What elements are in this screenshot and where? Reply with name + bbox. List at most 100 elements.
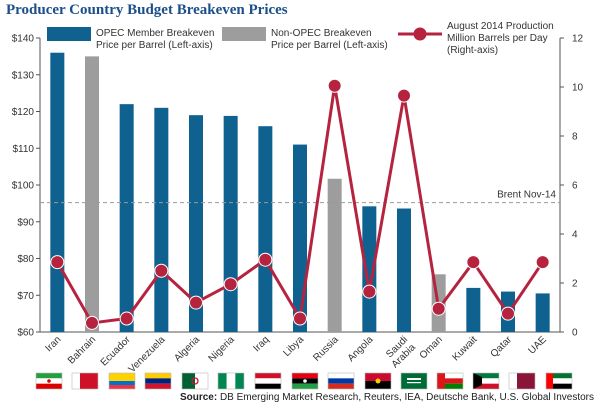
flag-hoist: [473, 373, 482, 389]
flag-nigeria: [217, 372, 245, 390]
x-label-iraq: Iraq: [251, 334, 271, 354]
x-label-libya: Libya: [281, 334, 306, 359]
left-tick-label: $80: [17, 254, 34, 265]
flag-stripe: [365, 373, 391, 381]
bar-kuwait: [466, 287, 481, 332]
flag-border: [400, 372, 428, 390]
x-label-uae: UAE: [526, 334, 549, 357]
left-tick-label: $110: [12, 144, 34, 155]
left-tick-label: $140: [12, 34, 35, 45]
flag-border: [254, 372, 282, 390]
x-label-oman: Oman: [418, 334, 445, 361]
flag-oman: [436, 372, 464, 390]
bar-saudi-arabia: [397, 208, 411, 332]
flag-border: [35, 372, 63, 390]
right-tick-label: 0: [572, 328, 578, 339]
legend: OPEC Member Breakeven Price per Barrel (L…: [47, 21, 554, 56]
flag-border: [436, 372, 464, 390]
x-label-ecuador: Ecuador: [99, 334, 134, 369]
flag-border: [71, 372, 99, 390]
point-russia: [327, 78, 342, 93]
flag-border: [545, 372, 573, 390]
flag-stripe: [437, 383, 463, 389]
x-label-kuwait: Kuwait: [450, 334, 479, 363]
legend-swatch-opec: [47, 27, 91, 41]
flag-emblem: [191, 377, 199, 385]
flag-stripe: [328, 383, 354, 389]
point-bahrain: [85, 315, 99, 330]
bar-angola: [362, 206, 377, 332]
flag-stripe: [36, 383, 62, 389]
flag-hoist: [72, 373, 80, 389]
flag-bahrain: [71, 372, 99, 390]
bar-nigeria: [223, 115, 238, 332]
left-tick-label: $120: [12, 107, 35, 118]
flag-hoist: [437, 373, 445, 389]
flag-border: [217, 372, 245, 390]
flag-stripe: [292, 373, 318, 379]
flag-border: [291, 372, 319, 390]
flag-stripe: [437, 373, 463, 379]
flag-stripe: [145, 378, 171, 384]
flag-border: [327, 372, 355, 390]
right-tick-label: 2: [572, 279, 578, 290]
flag-iran: [35, 372, 63, 390]
flag-emblem: [303, 379, 307, 383]
right-tick-label: 8: [572, 132, 578, 143]
brent-label: Brent Nov-14: [497, 190, 556, 201]
flag-qatar: [508, 372, 536, 390]
flag-venezuela: [144, 372, 172, 390]
point-algeria: [189, 295, 203, 310]
production-line: [50, 78, 550, 330]
flag-angola: [364, 372, 392, 390]
flag-stripe: [546, 378, 572, 384]
flag-stripe: [36, 373, 62, 379]
right-tick-label: 10: [572, 83, 584, 94]
left-tick-label: $70: [17, 291, 34, 302]
flag-stripe: [473, 373, 499, 379]
x-label-angola: Angola: [346, 334, 376, 364]
flag-russia: [327, 372, 355, 390]
flag-stripe: [437, 378, 463, 384]
bar-uae: [535, 293, 550, 332]
flag-hoist: [509, 373, 517, 389]
flag-stripe: [182, 373, 195, 389]
legend-label-1: OPEC Member Breakeven Price per Barrel (L…: [96, 28, 214, 51]
flag-emblem: [407, 382, 421, 384]
flag-border: [364, 372, 392, 390]
flag-algeria: [181, 372, 209, 390]
flag-stripe: [473, 378, 499, 384]
flag-stripe: [109, 373, 135, 381]
bar-libya: [293, 144, 307, 332]
flag-ecuador: [108, 372, 136, 390]
flag-libya: [291, 372, 319, 390]
bar-bahrain: [85, 56, 99, 332]
flag-border: [181, 372, 209, 390]
legend-line: Million Barrels per Day: [447, 33, 548, 44]
left-tick-label: $100: [12, 181, 35, 192]
flag-stripe: [328, 378, 354, 384]
flag-uae: [545, 372, 573, 390]
right-tick-label: 12: [572, 34, 584, 45]
bar-russia: [327, 178, 342, 332]
x-label-nigeria: Nigeria: [207, 334, 237, 364]
bar-ecuador: [119, 104, 134, 333]
flag-field: [401, 373, 427, 389]
chart-title: Producer Country Budget Breakeven Prices: [6, 2, 288, 18]
legend-label-2: Non-OPEC Breakeven Price per Barrel (Left…: [271, 28, 388, 51]
legend-line: August 2014 Production: [447, 21, 554, 32]
point-angola: [362, 284, 377, 299]
flag-border: [472, 372, 500, 390]
flag-stripe: [235, 373, 244, 389]
flag-stripe: [109, 381, 135, 385]
flag-hoist: [546, 373, 553, 389]
flag-border: [108, 372, 136, 390]
flag-stripe: [255, 373, 281, 379]
flag-stripe: [328, 373, 354, 379]
flag-stripe: [195, 373, 208, 389]
x-label-russia: Russia: [311, 334, 341, 364]
flag-saudi-arabia: [400, 372, 428, 390]
x-label-iran: Iran: [43, 334, 63, 354]
